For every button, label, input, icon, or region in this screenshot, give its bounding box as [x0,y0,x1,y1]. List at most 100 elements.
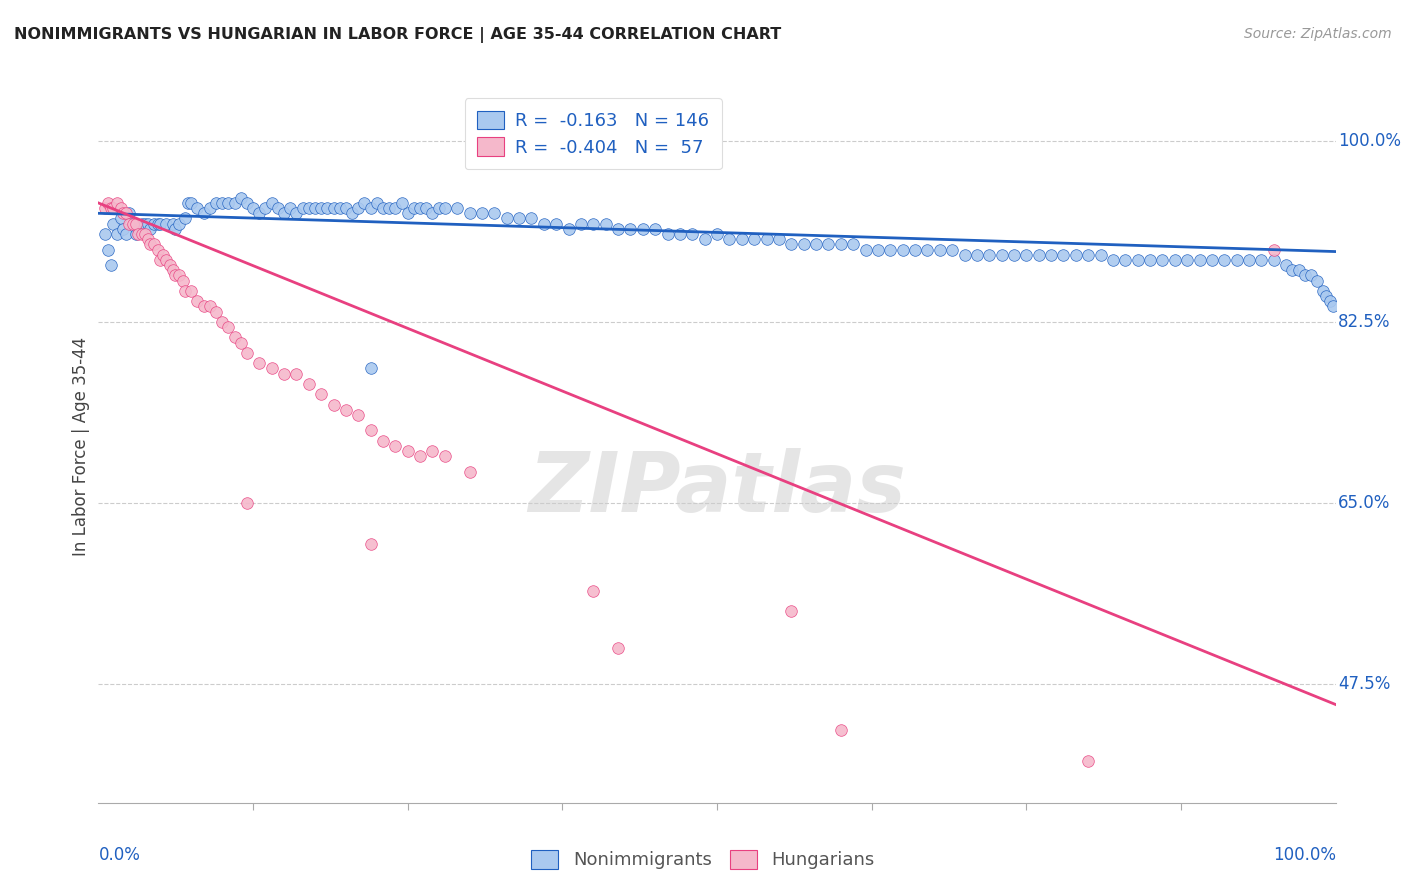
Point [693,232,716,246]
Point [396,444,419,458]
Point [322,201,344,215]
Point [143,217,166,231]
Point [143,237,166,252]
Point [928,243,950,257]
Point [322,398,344,412]
Point [990,248,1012,262]
Point [146,243,169,257]
Point [186,294,208,309]
Point [1294,268,1316,283]
Point [105,227,128,241]
Point [582,217,605,231]
Point [384,201,406,215]
Point [391,196,413,211]
Point [1299,268,1322,283]
Y-axis label: In Labor Force | Age 35-44: In Labor Force | Age 35-44 [72,336,90,556]
Point [110,201,132,215]
Point [1306,273,1329,287]
Point [433,201,456,215]
Point [127,222,149,236]
Point [595,217,617,231]
Point [180,284,202,298]
Point [198,201,221,215]
Point [146,217,169,231]
Point [176,196,198,211]
Point [904,243,927,257]
Point [508,211,530,226]
Point [298,376,321,391]
Point [842,237,865,252]
Point [768,232,790,246]
Point [273,206,295,220]
Point [162,263,184,277]
Point [607,640,630,655]
Point [1052,248,1074,262]
Text: NONIMMIGRANTS VS HUNGARIAN IN LABOR FORCE | AGE 35-44 CORRELATION CHART: NONIMMIGRANTS VS HUNGARIAN IN LABOR FORC… [14,27,782,43]
Point [100,258,122,272]
Point [198,299,221,313]
Text: 100.0%: 100.0% [1272,846,1336,863]
Point [409,450,432,464]
Point [1077,248,1099,262]
Point [152,248,174,262]
Point [718,232,741,246]
Point [112,206,135,220]
Point [793,237,815,252]
Legend: R =  -0.163   N = 146, R =  -0.404   N =  57: R = -0.163 N = 146, R = -0.404 N = 57 [465,98,721,169]
Point [953,248,976,262]
Point [681,227,703,241]
Point [631,222,654,236]
Point [353,196,375,211]
Point [360,201,382,215]
Point [217,196,239,211]
Point [433,450,456,464]
Point [1164,252,1187,267]
Point [127,227,149,241]
Point [304,201,326,215]
Text: Source: ZipAtlas.com: Source: ZipAtlas.com [1244,27,1392,41]
Point [103,201,125,215]
Point [1226,252,1249,267]
Point [118,217,141,231]
Point [236,346,259,360]
Point [242,201,264,215]
Point [149,252,172,267]
Point [224,196,246,211]
Point [309,387,332,401]
Point [285,367,308,381]
Text: 0.0%: 0.0% [98,846,141,863]
Point [278,201,301,215]
Point [97,196,120,211]
Point [1275,258,1298,272]
Point [110,211,132,226]
Point [1322,299,1344,313]
Point [384,439,406,453]
Point [131,227,153,241]
Point [484,206,506,220]
Point [267,201,290,215]
Point [817,237,839,252]
Point [804,237,827,252]
Point [1263,252,1285,267]
Point [830,723,852,738]
Point [165,268,187,283]
Point [229,191,252,205]
Point [298,201,321,215]
Text: 47.5%: 47.5% [1339,675,1391,693]
Point [139,237,162,252]
Point [1002,248,1025,262]
Point [371,434,394,448]
Point [260,361,283,376]
Point [917,243,939,257]
Point [1126,252,1149,267]
Point [167,268,190,283]
Point [520,211,543,226]
Point [742,232,765,246]
Point [458,465,481,479]
Point [172,273,194,287]
Point [254,201,277,215]
Point [260,196,283,211]
Point [205,196,228,211]
Point [1139,252,1161,267]
Point [316,201,339,215]
